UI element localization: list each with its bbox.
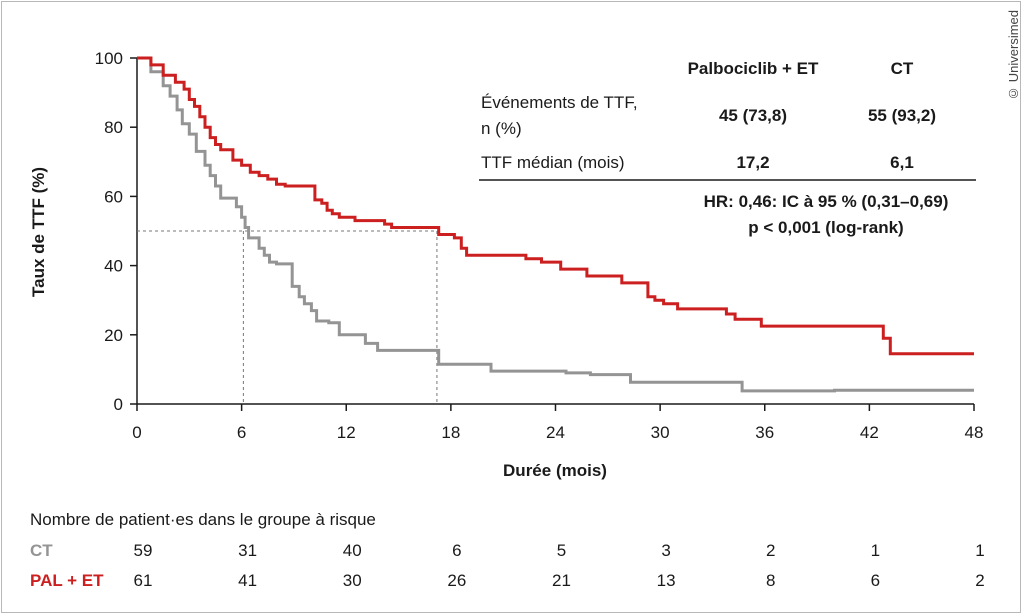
inset-event-label-2: n (%) [481,119,522,138]
y-tick-label: 80 [104,118,123,137]
inset-table: Palbociclib + ET CT Événements de TTF, n… [479,59,976,237]
inset-header-pal: Palbociclib + ET [688,59,819,78]
inset-event-ct: 55 (93,2) [868,106,936,125]
y-tick-label: 100 [95,49,123,68]
x-tick-label: 48 [965,423,984,442]
x-axis-label: Durée (mois) [503,461,607,480]
x-tick-label: 12 [337,423,356,442]
y-tick-label: 20 [104,326,123,345]
survival-curves [137,56,974,393]
inset-median-label: TTF médian (mois) [481,153,625,172]
inset-event-pal: 45 (73,8) [719,106,787,125]
x-tick-label: 6 [237,423,246,442]
x-tick-label: 24 [546,423,565,442]
axes: 0 6 12 18 24 30 36 42 48 0 20 40 60 80 100 [95,49,984,442]
x-tick-label: 36 [755,423,774,442]
x-tick-label: 42 [860,423,879,442]
palbociclib-curve [137,56,974,356]
inset-event-label-1: Événements de TTF, [481,93,638,112]
copyright-notice: © Universimed [1006,10,1021,101]
x-tick-label: 30 [651,423,670,442]
inset-median-pal: 17,2 [736,153,769,172]
median-guides [137,230,438,404]
inset-p-line: p < 0,001 (log-rank) [748,218,903,237]
inset-hr-line: HR: 0,46: IC à 95 % (0,31–0,69) [704,192,949,211]
x-tick-label: 0 [132,423,141,442]
y-axis-label: Taux de TTF (%) [29,167,48,297]
y-tick-label: 60 [104,187,123,206]
inset-header-ct: CT [891,59,914,78]
inset-median-ct: 6,1 [890,153,914,172]
ct-curve [137,56,974,393]
y-tick-label: 0 [114,395,123,414]
y-tick-label: 40 [104,257,123,276]
x-tick-label: 18 [441,423,460,442]
